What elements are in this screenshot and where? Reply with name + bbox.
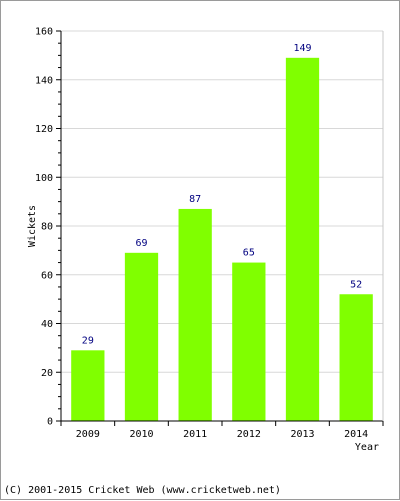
x-tick-label: 2013	[290, 429, 314, 440]
bar-2012	[232, 262, 266, 421]
y-tick-label: 120	[35, 124, 53, 135]
y-tick-label: 80	[41, 222, 53, 233]
y-axis-title: Wickets	[27, 205, 38, 247]
y-tick-label: 160	[35, 27, 53, 38]
x-tick-label: 2012	[237, 429, 261, 440]
bar-2010	[124, 252, 159, 421]
data-label-2009: 29	[82, 335, 94, 346]
x-tick-label: 2010	[129, 429, 153, 440]
y-ticks: 0 20 40 60 80 100 120 140 160	[35, 27, 61, 428]
data-label-2010: 69	[135, 238, 147, 249]
data-label-2013: 149	[293, 43, 311, 54]
y-tick-label: 40	[41, 319, 53, 330]
data-labels: 29 69 87 65 149 52	[82, 43, 362, 347]
bar-2009	[71, 350, 105, 421]
gridlines	[61, 30, 383, 373]
bar-2013	[285, 57, 320, 421]
data-label-2011: 87	[189, 194, 201, 205]
data-label-2014: 52	[350, 279, 362, 290]
x-tick-label: 2009	[76, 429, 100, 440]
bar-2014	[339, 294, 373, 421]
data-label-2012: 65	[243, 248, 255, 259]
y-tick-label: 0	[47, 417, 53, 428]
x-tick-label: 2014	[344, 429, 368, 440]
x-tick-label: 2011	[183, 429, 207, 440]
x-ticks: 2009 2010 2011 2012 2013 2014	[60, 421, 384, 440]
x-axis-title: Year	[355, 442, 379, 453]
y-tick-label: 20	[41, 368, 53, 379]
bar-2011	[178, 208, 212, 421]
y-tick-label: 60	[41, 270, 53, 281]
y-tick-label: 140	[35, 75, 53, 86]
copyright-footer: (C) 2001-2015 Cricket Web (www.cricketwe…	[4, 485, 281, 496]
bars	[71, 57, 373, 421]
y-tick-label: 100	[35, 173, 53, 184]
